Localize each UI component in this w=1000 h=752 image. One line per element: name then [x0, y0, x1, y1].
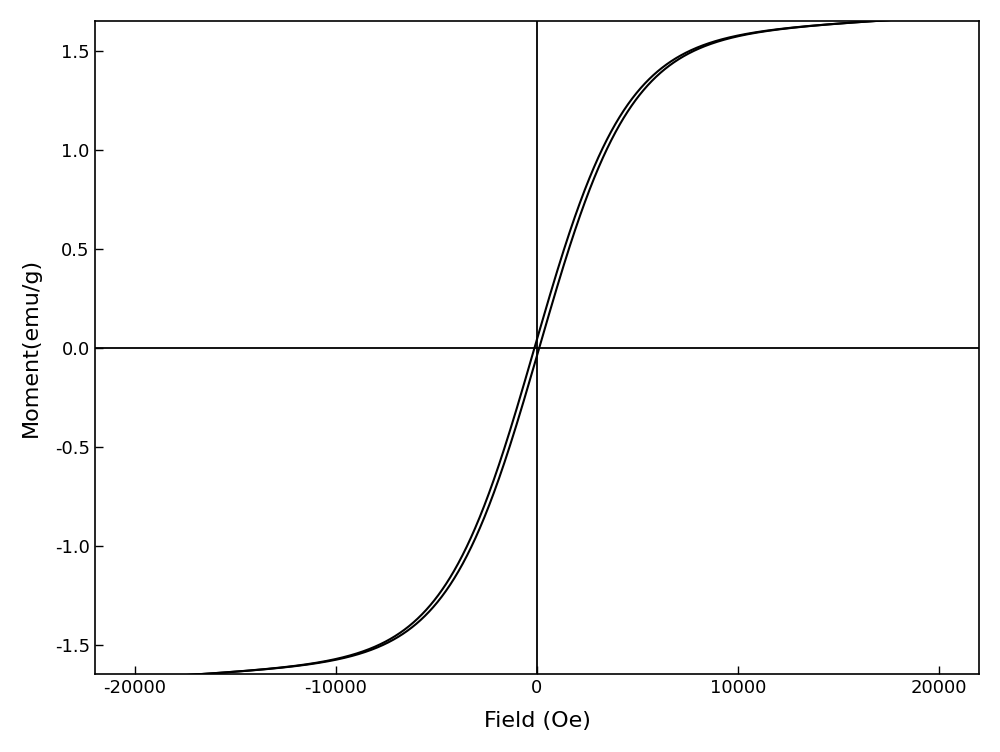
Y-axis label: Moment(emu/g): Moment(emu/g) [21, 258, 41, 437]
X-axis label: Field (Oe): Field (Oe) [484, 711, 590, 731]
